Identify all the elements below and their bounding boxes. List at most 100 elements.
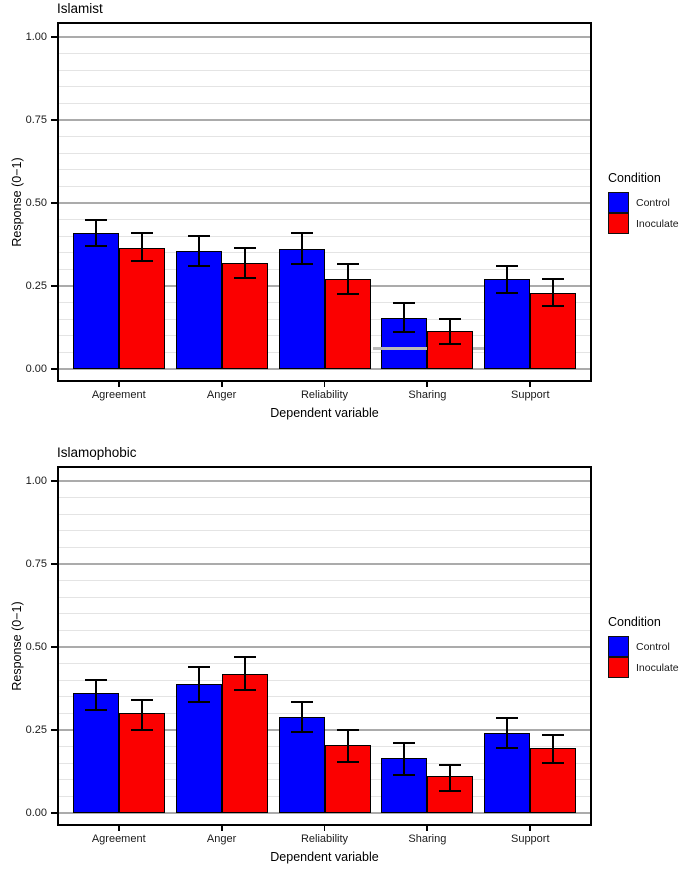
error-bar (449, 319, 452, 345)
error-bar-cap-top (393, 742, 416, 745)
y-axis-tick-label: 0.00 (25, 807, 47, 819)
x-axis-tick (220, 826, 223, 831)
inoculate-swatch (608, 657, 629, 678)
minor-gridline (57, 169, 592, 171)
x-axis-tick (323, 826, 326, 831)
error-bar-cap-top (84, 679, 107, 682)
error-bar-cap-bottom (542, 762, 565, 765)
error-bar-cap-top (393, 301, 416, 304)
error-bar-cap-top (496, 717, 519, 720)
x-axis-tick-label: Agreement (91, 389, 146, 401)
x-axis-tick-label: Agreement (91, 833, 146, 845)
plot-islamist: Islamist Response (0−1) Dependent variab… (0, 0, 685, 434)
panel-title: Islamist (57, 1, 103, 16)
minor-gridline (57, 53, 592, 55)
error-bar (243, 247, 246, 278)
y-axis-tick-label: 0.75 (25, 558, 47, 570)
error-bar-cap-top (84, 218, 107, 221)
y-axis-tick-label: 0.50 (25, 641, 47, 653)
error-bar-cap-top (130, 699, 153, 702)
y-axis-tick (51, 368, 57, 370)
minor-gridline (57, 219, 592, 221)
minor-gridline (57, 497, 592, 499)
error-bar-cap-top (290, 231, 313, 234)
x-axis-tick (529, 382, 532, 387)
legend-label: Inoculate (636, 217, 679, 230)
major-gridline (57, 118, 592, 122)
minor-gridline (57, 235, 592, 237)
x-axis-tick (426, 382, 429, 387)
error-bar-cap-bottom (187, 700, 210, 703)
panel-title: Islamophobic (57, 445, 137, 460)
y-axis-tick (51, 729, 57, 731)
bar-control-anger (175, 251, 222, 369)
legend-label: Inoculate (636, 661, 679, 674)
y-axis-tick (51, 812, 57, 814)
y-axis-tick (51, 202, 57, 204)
bar-control-support (484, 279, 531, 369)
legend-title: Condition (608, 171, 661, 185)
error-bar (506, 718, 509, 749)
legend-label: Control (636, 196, 670, 209)
error-bar (197, 236, 200, 267)
bar-control-reliability (278, 249, 325, 369)
error-bar (300, 232, 303, 265)
major-gridline (57, 562, 592, 566)
y-axis-tick-label: 0.00 (25, 363, 47, 375)
error-bar-cap-bottom (233, 689, 256, 692)
minor-gridline (57, 530, 592, 532)
error-bar-cap-bottom (233, 276, 256, 279)
legend-title: Condition (608, 615, 661, 629)
major-gridline (57, 645, 592, 649)
error-bar-cap-bottom (439, 790, 462, 793)
major-gridline (57, 367, 592, 371)
error-bar-cap-top (439, 763, 462, 766)
bar-control-agreement (72, 232, 119, 369)
error-bar-cap-bottom (542, 304, 565, 307)
error-bar-cap-top (542, 733, 565, 736)
error-bar-cap-bottom (187, 265, 210, 268)
error-bar (403, 743, 406, 775)
error-bar (552, 279, 555, 306)
y-axis-tick (51, 36, 57, 38)
legend-entry-inoculate: Inoculate (608, 213, 685, 234)
y-axis-tick-label: 0.50 (25, 197, 47, 209)
minor-gridline (57, 69, 592, 71)
minor-gridline (57, 513, 592, 515)
error-bar-cap-top (290, 700, 313, 703)
minor-gridline (57, 596, 592, 598)
major-gridline (57, 201, 592, 205)
x-axis-tick-label: Support (510, 389, 550, 401)
x-axis-tick (323, 382, 326, 387)
error-bar-cap-top (496, 265, 519, 268)
bar-control-sharing (381, 317, 428, 369)
error-bar-cap-top (336, 729, 359, 731)
control-swatch (608, 192, 629, 213)
bar-control-reliability (278, 716, 325, 813)
minor-gridline (57, 102, 592, 104)
y-axis-tick-label: 0.75 (25, 114, 47, 126)
error-bar-cap-bottom (290, 730, 313, 733)
error-bar-cap-top (542, 278, 565, 281)
bar-inoculate-anger (221, 673, 268, 813)
y-axis-tick (51, 285, 57, 287)
error-bar-cap-top (233, 655, 256, 658)
minor-gridline (57, 86, 592, 88)
y-axis-tick (51, 480, 57, 482)
error-bar (403, 302, 406, 333)
major-gridline (57, 479, 592, 483)
control-swatch (608, 636, 629, 657)
error-bar-cap-top (130, 231, 153, 234)
minor-gridline (57, 152, 592, 154)
bar-inoculate-anger (221, 262, 268, 369)
x-axis-tick (117, 382, 120, 387)
minor-gridline (57, 613, 592, 615)
error-bar-cap-bottom (130, 260, 153, 263)
plot-islamophobic: Islamophobic Response (0−1) Dependent va… (0, 435, 685, 869)
y-axis-tick-label: 0.25 (25, 280, 47, 292)
error-bar-cap-top (439, 318, 462, 321)
major-gridline (57, 811, 592, 815)
error-bar-cap-bottom (393, 331, 416, 334)
error-bar (243, 656, 246, 691)
